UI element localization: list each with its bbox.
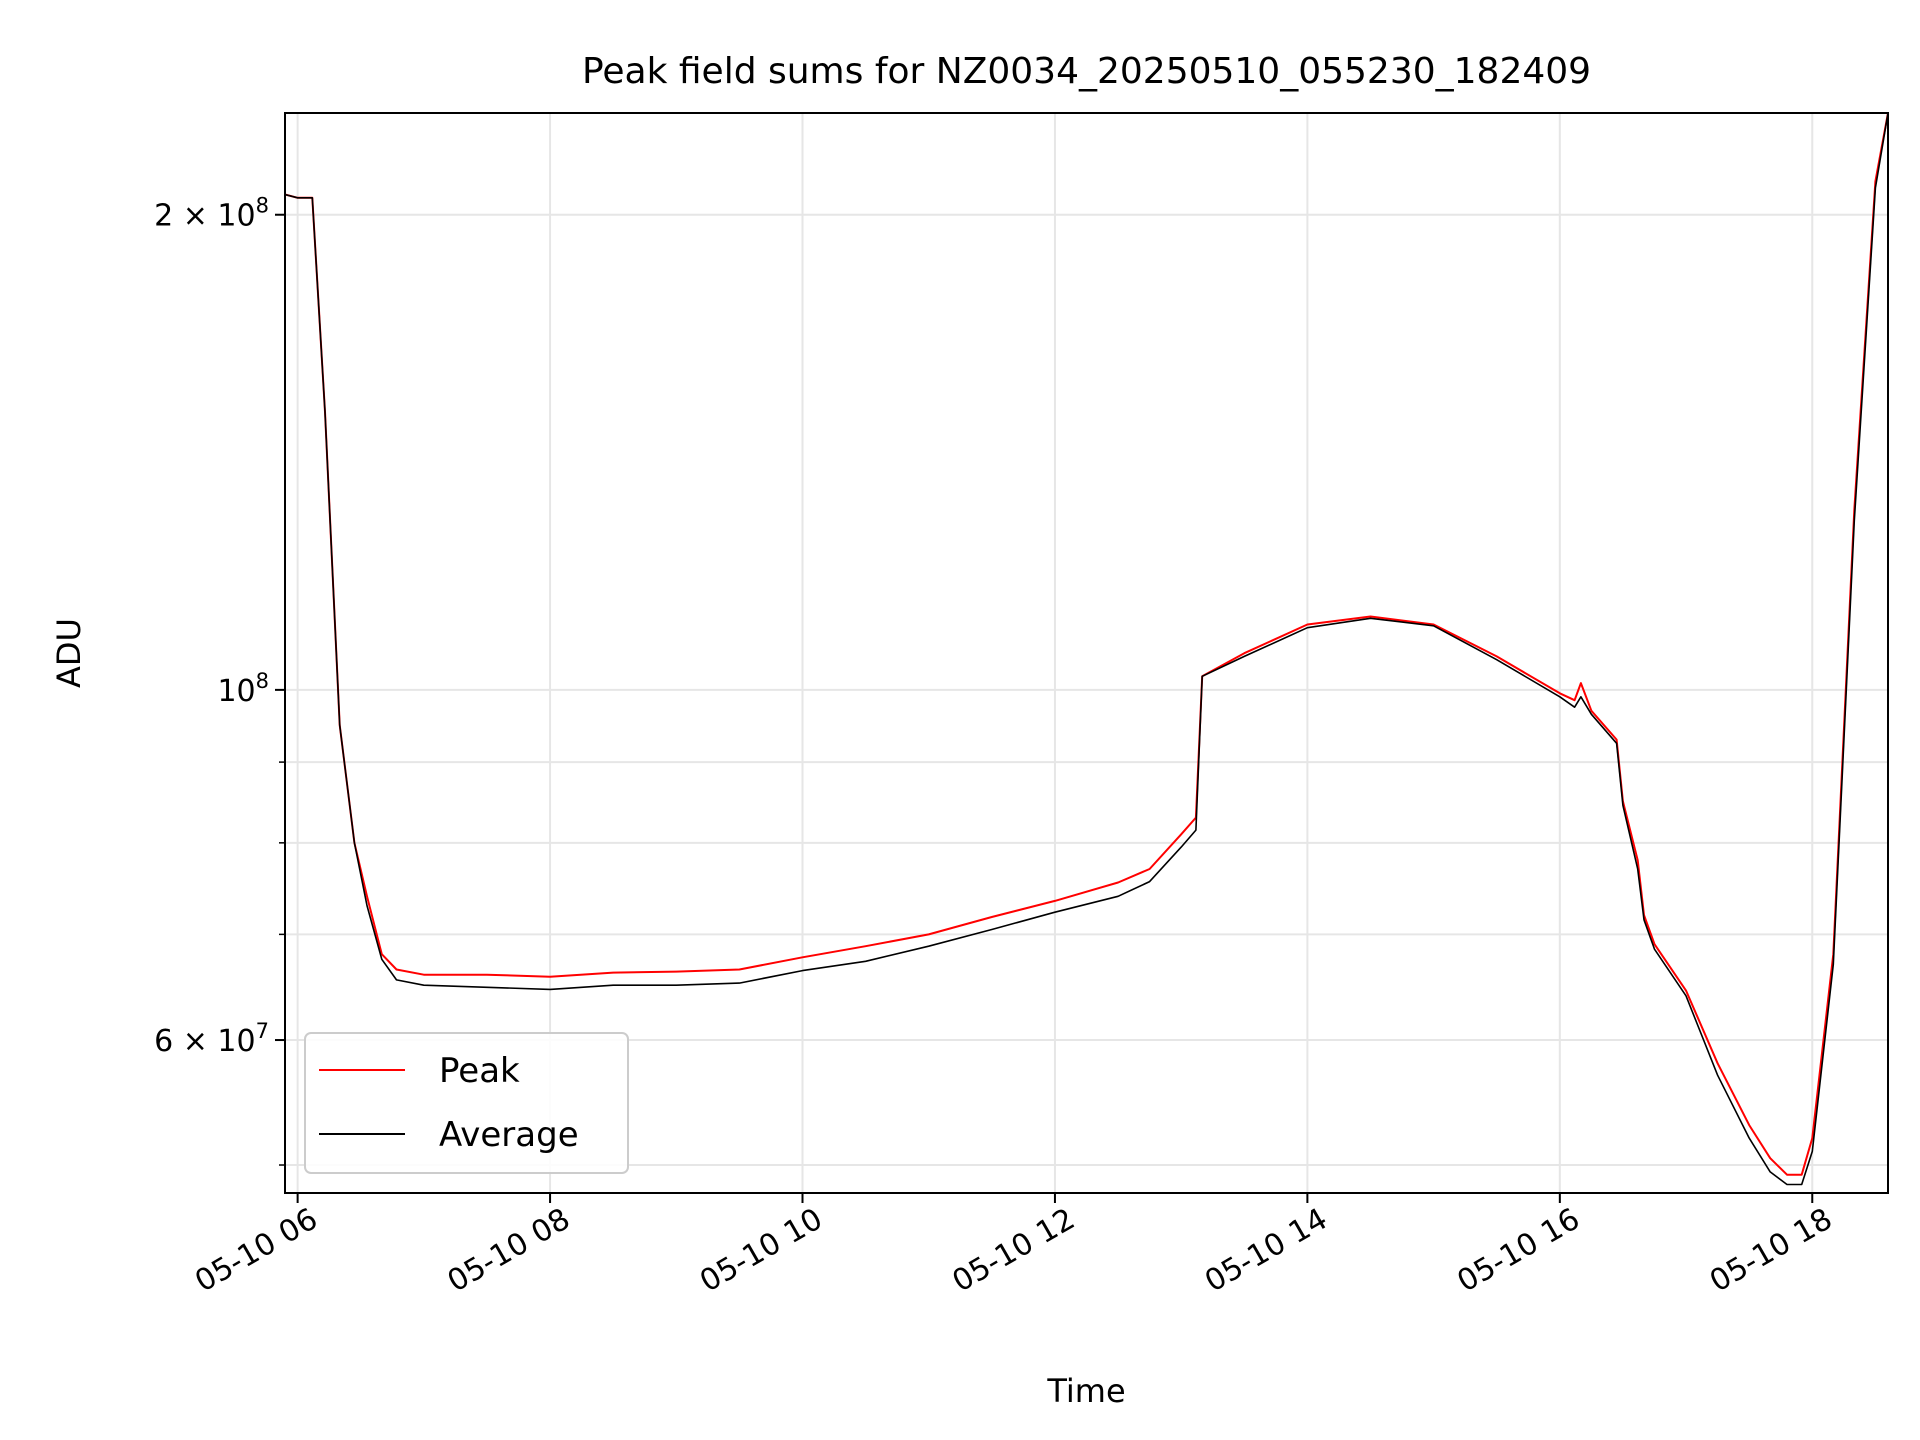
axes-frame <box>284 112 1889 1194</box>
series-line-peak <box>285 113 1888 1176</box>
y-tick-label: 108 <box>217 669 269 709</box>
x-axis-label: Time <box>1046 1372 1125 1410</box>
legend-label: Average <box>439 1115 579 1155</box>
y-tick-label-exponent: 8 <box>256 194 269 218</box>
y-tick-label-exponent: 7 <box>256 1019 269 1043</box>
y-axis-label: ADU <box>50 618 88 688</box>
y-tick-label: 6 × 107 <box>154 1019 269 1059</box>
y-tick-label-base: 10 <box>217 674 255 709</box>
legend: Peak Average <box>304 1032 629 1174</box>
y-tick-label: 2 × 108 <box>154 194 269 234</box>
y-tick-label-exponent: 8 <box>256 669 269 693</box>
series-line-average <box>285 113 1888 1186</box>
y-tick-label-base: 2 × 10 <box>154 199 255 234</box>
y-tick-label-base: 6 × 10 <box>154 1024 255 1059</box>
legend-box <box>304 1032 629 1174</box>
chart-title: Peak field sums for NZ0034_20250510_0552… <box>582 51 1591 92</box>
legend-label: Peak <box>439 1051 520 1091</box>
plot-layer <box>285 113 1888 1186</box>
